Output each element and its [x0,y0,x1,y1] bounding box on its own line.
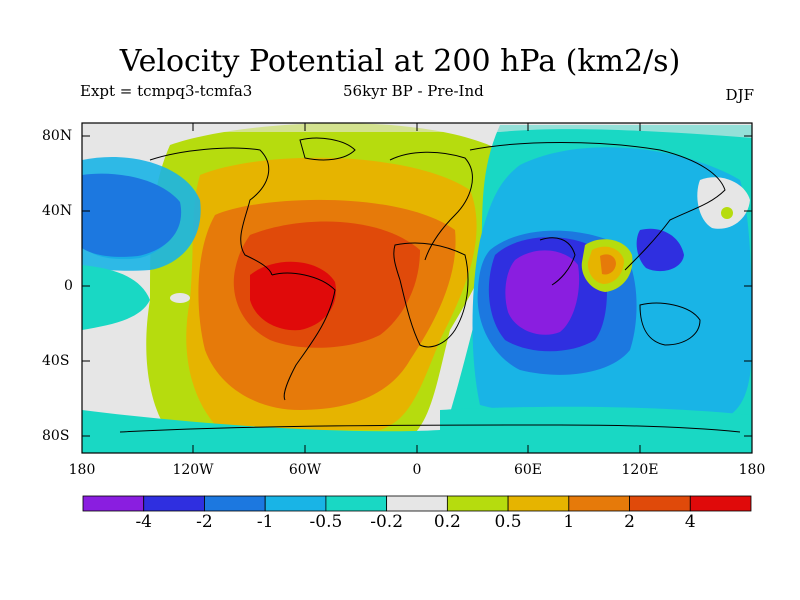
colorbar-label: -2 [196,512,213,532]
lon-label: 120W [172,462,214,478]
colorbar-label: 2 [624,512,635,532]
lat-label: 80S [42,428,70,444]
colorbar-label: -1 [256,512,274,532]
colorbar-swatch [386,495,448,512]
experiment-label: Expt = tcmpq3-tcmfa3 [80,82,253,100]
colorbar-label: 4 [684,512,696,532]
lon-label: 60W [288,462,322,478]
colorbar-label: -0.5 [309,512,343,532]
colorbar-swatch [204,495,266,512]
season-label: DJF [725,86,754,104]
lon-label: 120E [621,462,659,478]
colorbar-label: 0.5 [494,512,522,532]
colorbar-swatch [325,495,388,512]
period-label: 56kyr BP - Pre-Ind [343,82,484,100]
colorbar-label: 1 [563,512,575,532]
contour-field [82,123,752,453]
colorbar-label: -0.2 [370,512,404,532]
colorbar-swatch [568,495,630,512]
lon-label: 60E [513,462,543,478]
lat-label: 40N [42,203,73,219]
axis-ticks [82,123,752,453]
colorbar-swatch [629,495,691,512]
colorbar [82,495,752,512]
lat-label: 80N [42,128,73,144]
colorbar-swatch [143,495,205,512]
colorbar-swatch [507,495,570,512]
lat-label: 0 [64,278,73,294]
colorbar-swatch [446,495,509,512]
colorbar-label: 0.2 [433,512,461,532]
colorbar-swatch [264,495,327,512]
lat-label: 40S [42,353,70,369]
coastlines [119,137,741,433]
lon-label: 180 [68,462,96,478]
plot-title: Velocity Potential at 200 hPa (km2/s) [119,44,681,79]
lon-label: 180 [738,462,766,478]
colorbar-swatch [82,495,145,512]
colorbar-swatch [689,495,752,512]
colorbar-label: -4 [135,512,152,532]
lon-label: 0 [412,462,422,478]
